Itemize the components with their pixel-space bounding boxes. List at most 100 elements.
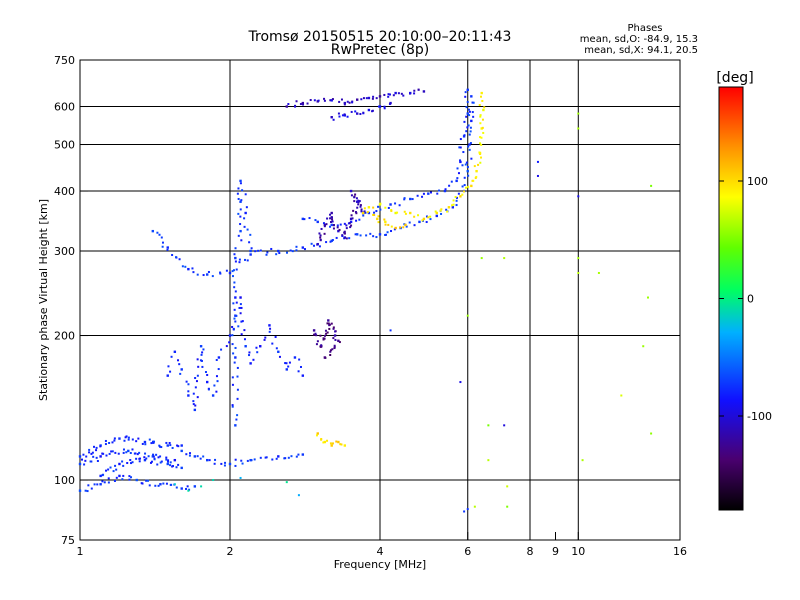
echo-point xyxy=(343,236,347,239)
echo-point xyxy=(277,350,280,353)
echo-point xyxy=(478,151,481,154)
echo-point xyxy=(355,197,358,200)
echo-point xyxy=(224,461,227,464)
echo-point xyxy=(467,108,470,111)
echo-point xyxy=(108,452,111,455)
echo-point xyxy=(416,194,419,197)
echo-point xyxy=(343,103,346,106)
echo-point xyxy=(316,432,319,435)
x-tick-label: 9 xyxy=(552,545,559,558)
echo-point xyxy=(159,461,162,464)
echo-point xyxy=(403,198,406,201)
echo-point xyxy=(313,333,316,336)
echo-point xyxy=(169,444,172,447)
echo-point xyxy=(464,186,467,189)
echo-point xyxy=(240,320,243,323)
echo-point xyxy=(154,484,157,487)
echo-point xyxy=(127,436,130,439)
echo-point xyxy=(459,159,462,162)
echo-point xyxy=(458,146,461,149)
echo-point xyxy=(478,104,481,107)
echo-point xyxy=(329,353,332,356)
echo-point xyxy=(275,457,278,460)
echo-point xyxy=(256,351,259,354)
echo-point xyxy=(466,126,469,129)
echo-point xyxy=(390,230,393,233)
echo-point xyxy=(188,488,191,491)
echo-point xyxy=(328,327,331,330)
echo-point xyxy=(295,455,298,458)
echo-point xyxy=(333,347,336,350)
echo-point xyxy=(177,359,180,362)
echo-point xyxy=(402,226,405,229)
echo-point xyxy=(343,230,346,233)
echo-point xyxy=(445,208,448,211)
y-tick-label: 750 xyxy=(54,54,75,67)
echo-point xyxy=(107,481,110,484)
echo-point xyxy=(326,331,329,334)
echo-point xyxy=(332,224,335,227)
echo-point xyxy=(355,233,359,236)
echo-point xyxy=(438,189,441,192)
echo-point xyxy=(173,483,176,486)
echo-point xyxy=(204,371,207,374)
echo-point xyxy=(384,223,387,226)
echo-point xyxy=(223,464,226,467)
echo-point xyxy=(278,355,281,358)
echo-point xyxy=(394,91,397,95)
echo-point xyxy=(235,301,238,304)
echo-point xyxy=(136,453,139,456)
echo-point xyxy=(155,453,158,456)
echo-point xyxy=(332,227,335,230)
echo-point xyxy=(187,390,190,393)
echo-point xyxy=(96,483,99,486)
echo-point xyxy=(245,206,248,209)
echo-point xyxy=(232,269,235,272)
echo-point xyxy=(170,355,173,358)
echo-point xyxy=(118,462,121,466)
x-tick-label: 8 xyxy=(527,545,534,558)
echo-point xyxy=(157,484,160,487)
echo-point xyxy=(385,233,388,236)
echo-point xyxy=(468,148,471,151)
echo-point xyxy=(91,451,94,454)
echo-point xyxy=(452,203,455,206)
echo-point xyxy=(215,358,218,361)
echo-point xyxy=(332,327,335,330)
echo-point xyxy=(122,474,125,477)
y-tick-label: 400 xyxy=(54,185,75,198)
echo-point xyxy=(473,165,476,168)
echo-point xyxy=(479,161,482,164)
echo-point xyxy=(238,261,241,264)
echo-point xyxy=(232,327,235,330)
echo-point xyxy=(145,457,148,460)
echo-point xyxy=(257,249,260,252)
echo-point xyxy=(378,105,382,108)
echo-point xyxy=(250,247,253,250)
echo-point xyxy=(96,459,99,462)
echo-point xyxy=(337,339,340,343)
echo-point xyxy=(234,320,237,323)
echo-point xyxy=(349,217,353,221)
echo-point xyxy=(372,235,375,238)
echo-point xyxy=(95,449,98,452)
echo-point xyxy=(371,110,374,113)
echo-point xyxy=(468,143,471,146)
echo-point xyxy=(372,213,375,216)
echo-point xyxy=(349,220,353,224)
echo-point xyxy=(378,233,382,236)
echo-point xyxy=(411,198,414,201)
echo-point xyxy=(650,432,653,435)
echo-point xyxy=(131,448,134,451)
echo-point xyxy=(362,112,365,115)
echo-point xyxy=(409,211,412,215)
echo-point xyxy=(464,91,467,94)
echo-point xyxy=(323,223,327,227)
echo-point xyxy=(400,92,403,95)
echo-point xyxy=(299,103,302,106)
echo-point xyxy=(330,322,333,325)
echo-point xyxy=(319,239,322,242)
echo-point xyxy=(200,485,203,488)
echo-point xyxy=(365,97,368,100)
echo-point xyxy=(90,460,93,463)
